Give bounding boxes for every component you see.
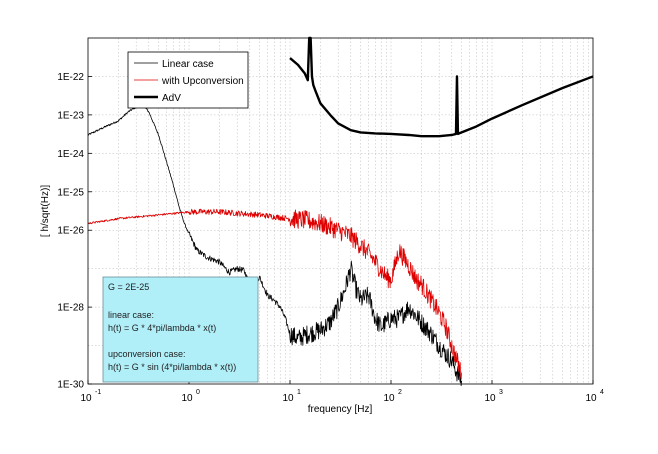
legend-box bbox=[127, 51, 249, 109]
annotation-line-linear-formula: h(t) = G * 4*pi/lambda * x(t) bbox=[108, 323, 216, 333]
x-tick-label: 10 bbox=[181, 393, 193, 404]
legend: Linear case with Upconversion AdV bbox=[127, 51, 249, 109]
x-axis-label: frequency [Hz] bbox=[308, 404, 373, 415]
y-tick-label: 1E-24 bbox=[57, 149, 84, 160]
legend-label-adv: AdV bbox=[162, 93, 181, 104]
y-tick-label: 1E-22 bbox=[57, 72, 84, 83]
annotation-line-linear-title: linear case: bbox=[108, 310, 154, 320]
y-tick-label: 1E-25 bbox=[57, 187, 84, 198]
x-tick-exponent: 1 bbox=[297, 389, 301, 396]
y-axis-ticks: 1E-22 1E-23 1E-24 1E-25 1E-26 1E-28 1E-30 bbox=[57, 72, 92, 391]
x-tick-exponent: 2 bbox=[398, 389, 402, 396]
legend-label-linear: Linear case bbox=[162, 59, 214, 70]
y-axis-label: [ h/sqrt(Hz)] bbox=[40, 185, 51, 237]
y-tick-label: 1E-30 bbox=[57, 380, 84, 391]
x-tick-label: 10 bbox=[80, 393, 92, 404]
annotation-line-gain: G = 2E-25 bbox=[108, 282, 149, 292]
annotation-box bbox=[102, 276, 259, 383]
legend-label-upconversion: with Upconversion bbox=[161, 76, 244, 87]
x-tick-exponent: 4 bbox=[600, 389, 604, 396]
plot-frame bbox=[87, 37, 594, 385]
annotation-line-upconversion-title: upconversion case: bbox=[108, 349, 186, 359]
y-tick-label: 1E-26 bbox=[57, 226, 84, 237]
series-line-linear-case bbox=[87, 104, 462, 387]
y-tick-label: 1E-28 bbox=[57, 303, 84, 314]
y-tick-label: 1E-23 bbox=[57, 110, 84, 121]
x-tick-label: 10 bbox=[383, 393, 395, 404]
x-tick-exponent: 0 bbox=[196, 389, 200, 396]
formula-annotation: G = 2E-25 linear case: h(t) = G * 4*pi/l… bbox=[102, 276, 259, 383]
x-tick-label: 10 bbox=[484, 393, 496, 404]
x-tick-exponent: -1 bbox=[95, 389, 101, 396]
x-tick-label: 10 bbox=[282, 393, 294, 404]
series-line-with-upconversion bbox=[87, 208, 462, 380]
x-tick-label: 10 bbox=[585, 393, 597, 404]
x-tick-exponent: 3 bbox=[499, 389, 503, 396]
annotation-line-upconversion-formula: h(t) = G * sin (4*pi/lambda * x(t)) bbox=[108, 362, 236, 372]
